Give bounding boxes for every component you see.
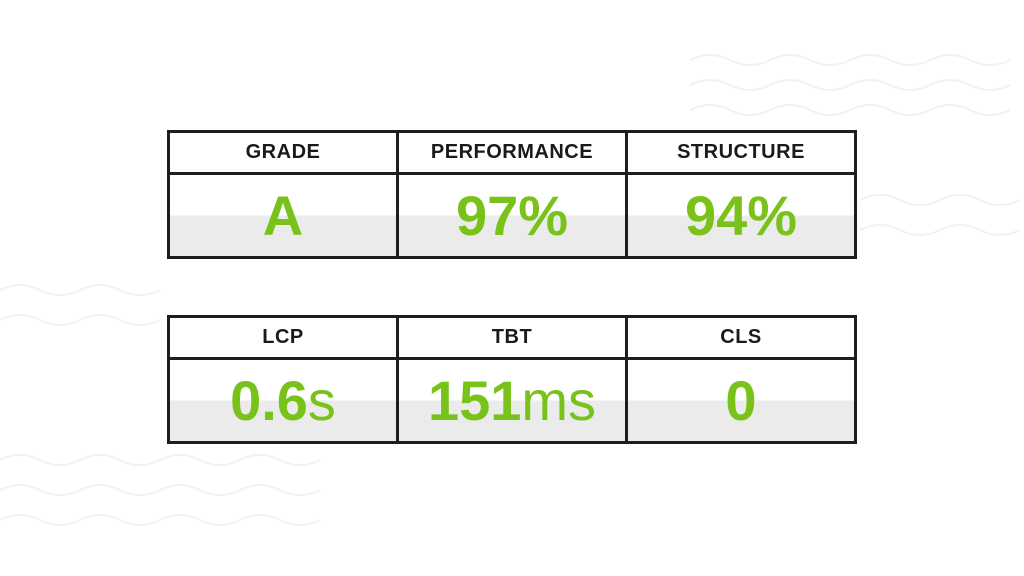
value-cell: 0.6 s — [170, 360, 396, 441]
header-row: GRADE PERFORMANCE STRUCTURE — [170, 133, 854, 172]
score-unit: s — [307, 369, 336, 432]
score-unit: ms — [521, 369, 597, 432]
value-cell: 151 ms — [396, 360, 625, 441]
score-table: GRADE PERFORMANCE STRUCTURE A 97% 94% — [167, 130, 857, 259]
value-cell: 97% — [396, 175, 625, 256]
score-table: LCP TBT CLS 0.6 s 151 ms 0 — [167, 315, 857, 444]
score-value: 0.6 — [230, 369, 308, 432]
score-value: 97% — [455, 184, 569, 247]
header-cell: CLS — [625, 318, 854, 357]
value-cell: 94% — [625, 175, 854, 256]
value-cell: A — [170, 175, 396, 256]
value-row: A 97% 94% — [170, 172, 854, 256]
header-cell: PERFORMANCE — [396, 133, 625, 172]
score-value: 94% — [684, 184, 798, 247]
header-cell: LCP — [262, 326, 304, 348]
value-cell: 0 — [625, 360, 854, 441]
value-row: 0.6 s 151 ms 0 — [170, 357, 854, 441]
header-cell: TBT — [396, 318, 625, 357]
header-cell: STRUCTURE — [625, 133, 854, 172]
header-cell: GRADE — [245, 141, 321, 163]
score-value: A — [262, 184, 304, 247]
header-row: LCP TBT CLS — [170, 318, 854, 357]
score-value: 151 — [427, 369, 522, 432]
score-value: 0 — [725, 369, 757, 432]
